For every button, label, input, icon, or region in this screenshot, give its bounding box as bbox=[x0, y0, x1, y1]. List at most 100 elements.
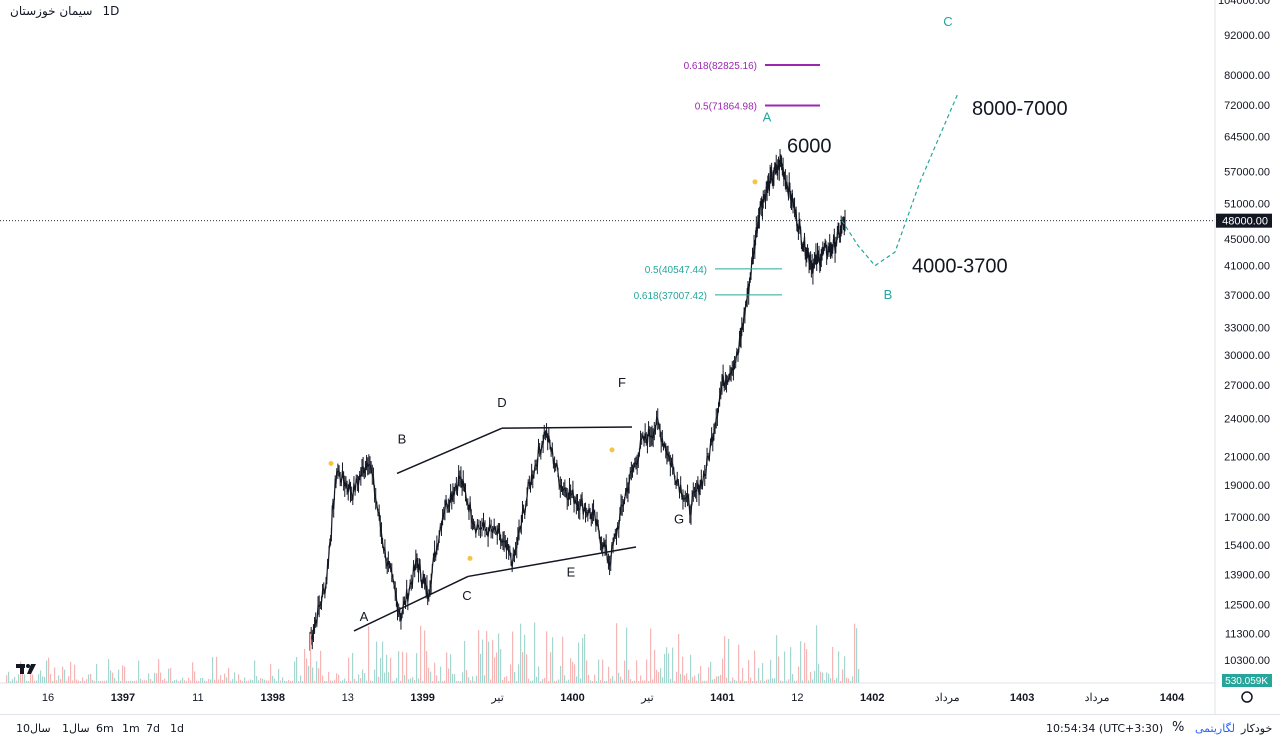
volume-bar bbox=[158, 659, 160, 683]
volume-bar bbox=[336, 673, 338, 683]
volume-bar bbox=[756, 680, 758, 683]
volume-bar bbox=[178, 681, 180, 683]
range-1d[interactable]: 1d bbox=[170, 722, 184, 735]
time-tick-label: 1397 bbox=[111, 692, 135, 704]
price-tick-label: 27000.00 bbox=[1224, 380, 1270, 392]
price-tick-label: 30000.00 bbox=[1224, 350, 1270, 362]
volume-bar bbox=[168, 668, 170, 683]
price-tick-label: 13900.00 bbox=[1224, 569, 1270, 581]
volume-bar bbox=[474, 680, 476, 683]
volume-bar bbox=[86, 679, 88, 683]
volume-bar bbox=[544, 677, 546, 683]
volume-bar bbox=[778, 656, 780, 683]
volume-bar bbox=[542, 679, 544, 683]
volume-bar bbox=[204, 680, 206, 683]
volume-bar bbox=[464, 640, 466, 683]
volume-bar bbox=[6, 675, 8, 683]
price-tick-label: 51000.00 bbox=[1224, 198, 1270, 210]
volume-bar bbox=[78, 680, 80, 683]
volume-bar bbox=[190, 680, 192, 683]
volume-bar bbox=[326, 680, 328, 683]
volume-bar bbox=[252, 680, 254, 683]
settings-gear-icon[interactable] bbox=[1241, 691, 1253, 703]
range-7d[interactable]: 7d bbox=[146, 722, 160, 735]
volume-bar bbox=[92, 679, 94, 683]
volume-bar bbox=[124, 666, 126, 683]
volume-bar bbox=[344, 678, 346, 683]
volume-bar bbox=[526, 654, 528, 683]
volume-bar bbox=[814, 671, 816, 683]
volume-bar bbox=[592, 680, 594, 683]
volume-bar bbox=[562, 636, 564, 683]
clock[interactable]: 10:54:34 (UTC+3:30) bbox=[1046, 722, 1164, 735]
volume-bar bbox=[216, 656, 218, 683]
range-6m[interactable]: 6m bbox=[96, 722, 114, 735]
volume-bar bbox=[276, 680, 278, 683]
projection-path[interactable] bbox=[841, 93, 959, 267]
volume-bar bbox=[500, 649, 502, 683]
volume-bar bbox=[684, 675, 686, 683]
time-tick-label: 1399 bbox=[410, 692, 434, 704]
volume-bar bbox=[658, 671, 660, 683]
volume-bar bbox=[134, 680, 136, 683]
price-chart[interactable]: 104000.00 92000.00 80000.00 72000.00 64500.0… bbox=[0, 0, 1280, 714]
price-tick-label: 15400.00 bbox=[1224, 540, 1270, 552]
volume-bar bbox=[610, 678, 612, 683]
range-1m[interactable]: 1m bbox=[122, 722, 140, 735]
volume-bar bbox=[154, 672, 156, 683]
tradingview-logo-icon[interactable] bbox=[14, 656, 38, 680]
volume-bar bbox=[694, 675, 696, 683]
volume-bar bbox=[580, 678, 582, 683]
volume-bar bbox=[714, 679, 716, 683]
percent-toggle[interactable]: % bbox=[1172, 720, 1185, 735]
range-1y[interactable]: 1سال bbox=[62, 722, 90, 735]
volume-bar bbox=[704, 680, 706, 683]
volume-bar bbox=[10, 680, 12, 683]
trendline-lower-2[interactable] bbox=[467, 546, 637, 578]
volume-bar bbox=[28, 680, 30, 683]
volume-bar bbox=[772, 678, 774, 683]
volume-bar bbox=[400, 680, 402, 683]
volume-bar bbox=[668, 653, 670, 683]
volume-bar bbox=[242, 680, 244, 683]
volume-bar bbox=[418, 678, 420, 683]
volume-bar bbox=[362, 669, 364, 683]
volume-bar bbox=[52, 680, 54, 683]
trendline-lower-1[interactable] bbox=[353, 575, 469, 632]
volume-bar bbox=[614, 680, 616, 683]
trendline-upper-1[interactable] bbox=[396, 427, 503, 475]
volume-bar bbox=[840, 680, 842, 683]
price-series-line[interactable] bbox=[309, 158, 846, 642]
volume-bar bbox=[372, 680, 374, 683]
trendline-upper-2[interactable] bbox=[501, 426, 633, 429]
event-marker[interactable] bbox=[609, 447, 615, 453]
volume-bar bbox=[702, 681, 704, 683]
volume-bar bbox=[754, 650, 756, 683]
auto-toggle[interactable]: خودکار bbox=[1241, 722, 1273, 735]
volume-bar bbox=[30, 671, 32, 683]
volume-bar bbox=[618, 672, 620, 683]
volume-bar bbox=[254, 660, 256, 683]
event-marker[interactable] bbox=[328, 460, 334, 466]
volume-bar bbox=[498, 633, 500, 683]
volume-bar bbox=[368, 626, 370, 683]
range-10y[interactable]: 10سال bbox=[16, 722, 51, 735]
volume-bar bbox=[74, 664, 76, 683]
event-marker[interactable] bbox=[752, 179, 758, 185]
symbol-name[interactable]: سیمان خوزستان bbox=[10, 4, 93, 18]
log-toggle[interactable]: لگاریتمی bbox=[1195, 722, 1235, 735]
volume-bar bbox=[266, 680, 268, 683]
volume-bar bbox=[68, 676, 70, 683]
interval-label[interactable]: 1D bbox=[102, 4, 120, 18]
wave-label: F bbox=[618, 375, 626, 390]
price-annotation: 4000-3700 bbox=[912, 256, 1008, 278]
volume-bar bbox=[664, 653, 666, 683]
volume-bar bbox=[670, 678, 672, 683]
event-marker[interactable] bbox=[467, 555, 473, 561]
volume-bar bbox=[188, 677, 190, 683]
volume-bar bbox=[516, 681, 518, 683]
volume-bar bbox=[682, 656, 684, 683]
volume-bar bbox=[380, 657, 382, 683]
volume-bar bbox=[528, 678, 530, 683]
volume-bar bbox=[240, 679, 242, 683]
